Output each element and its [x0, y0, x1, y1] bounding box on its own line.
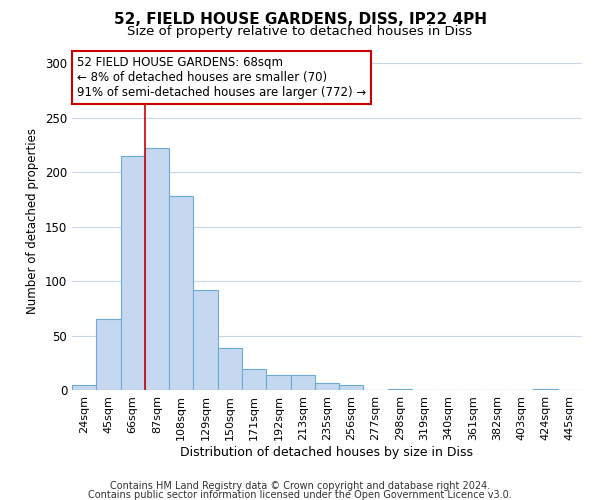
X-axis label: Distribution of detached houses by size in Diss: Distribution of detached houses by size …: [181, 446, 473, 458]
Bar: [193, 290, 218, 390]
Bar: [169, 196, 193, 390]
Bar: [96, 319, 121, 390]
Text: Size of property relative to detached houses in Diss: Size of property relative to detached ho…: [127, 25, 473, 38]
Bar: [290, 375, 315, 390]
Bar: [339, 384, 364, 390]
Bar: [388, 389, 412, 390]
Bar: [145, 148, 169, 390]
Bar: [121, 156, 145, 390]
Bar: [533, 389, 558, 390]
Text: Contains public sector information licensed under the Open Government Licence v3: Contains public sector information licen…: [88, 490, 512, 500]
Bar: [218, 348, 242, 390]
Bar: [72, 384, 96, 390]
Bar: [315, 384, 339, 390]
Bar: [242, 370, 266, 390]
Text: Contains HM Land Registry data © Crown copyright and database right 2024.: Contains HM Land Registry data © Crown c…: [110, 481, 490, 491]
Text: 52 FIELD HOUSE GARDENS: 68sqm
← 8% of detached houses are smaller (70)
91% of se: 52 FIELD HOUSE GARDENS: 68sqm ← 8% of de…: [77, 56, 367, 99]
Bar: [266, 375, 290, 390]
Y-axis label: Number of detached properties: Number of detached properties: [26, 128, 40, 314]
Text: 52, FIELD HOUSE GARDENS, DISS, IP22 4PH: 52, FIELD HOUSE GARDENS, DISS, IP22 4PH: [113, 12, 487, 28]
